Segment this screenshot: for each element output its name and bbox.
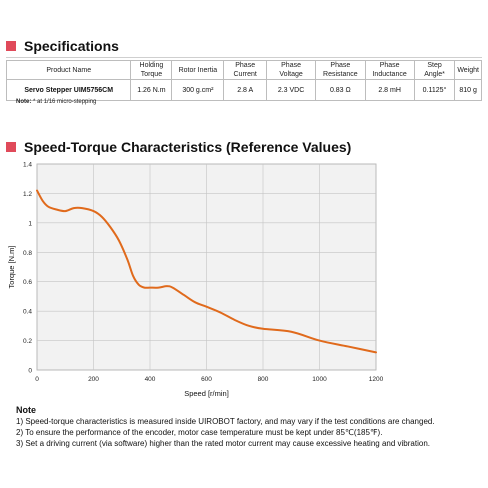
- note-item: 3) Set a driving current (via software) …: [16, 439, 430, 448]
- section-marker-icon: [6, 41, 16, 51]
- x-tick-label: 800: [258, 376, 269, 383]
- specifications-table: Product Name Holding Torque Rotor Inerti…: [5, 60, 482, 101]
- section-marker-icon: [6, 142, 16, 152]
- y-tick-label: 1.4: [23, 162, 32, 169]
- y-tick-label: 0.2: [23, 338, 32, 345]
- table-cell: Servo Stepper UIM5756CM: [5, 79, 132, 101]
- section-divider: [6, 57, 482, 58]
- note-item: 1) Speed-torque characteristics is measu…: [16, 417, 435, 426]
- table-cell: 2.3 VDC: [265, 79, 317, 101]
- table-cell: 0.83 Ω: [315, 79, 366, 101]
- col-header: Phase Resistance: [315, 60, 366, 80]
- col-header: Phase Current: [223, 60, 267, 80]
- notes-title: Note: [16, 405, 36, 415]
- x-axis-label: Speed [r/min]: [184, 389, 229, 398]
- x-tick-label: 200: [88, 376, 99, 383]
- note-item: 2) To ensure the performance of the enco…: [16, 428, 383, 437]
- table-cell: 2.8 A: [223, 79, 267, 101]
- col-header: Product Name: [5, 60, 132, 80]
- x-tick-label: 1000: [312, 376, 327, 383]
- x-tick-label: 0: [35, 376, 39, 383]
- table-cell: 810 g: [454, 79, 482, 101]
- speed-torque-title: Speed-Torque Characteristics (Reference …: [24, 139, 352, 155]
- table-header-row: Product Name Holding Torque Rotor Inerti…: [5, 60, 482, 80]
- notes-section: Note 1) Speed-torque characteristics is …: [16, 405, 435, 449]
- y-tick-label: 0.8: [23, 250, 32, 257]
- y-tick-label: 1: [28, 220, 32, 227]
- table-cell: 2.8 mH: [364, 79, 415, 101]
- col-header: Holding Torque: [130, 60, 173, 80]
- col-header: Phase Inductance: [364, 60, 415, 80]
- torque-series-line: [36, 189, 377, 354]
- col-header: Rotor Inertia: [171, 60, 225, 80]
- speed-torque-header: Speed-Torque Characteristics (Reference …: [6, 139, 351, 155]
- specifications-header: Specifications: [6, 38, 119, 54]
- y-tick-label: 0.6: [23, 279, 32, 286]
- table-cell: 1.26 N.m: [130, 79, 173, 101]
- y-axis-label: Torque [N.m]: [7, 246, 16, 289]
- table-cell: 300 g.cm²: [171, 79, 225, 101]
- specifications-title: Specifications: [24, 38, 119, 54]
- spec-footnote-text: * at 1/16 micro-stepping: [33, 99, 97, 105]
- spec-footnote: Note: * at 1/16 micro-stepping: [16, 99, 96, 105]
- col-header: Weight: [454, 60, 482, 80]
- table-row: Servo Stepper UIM5756CM 1.26 N.m 300 g.c…: [5, 79, 482, 101]
- x-tick-label: 600: [201, 376, 212, 383]
- col-header: Phase Voltage: [265, 60, 317, 80]
- spec-footnote-label: Note:: [16, 99, 32, 105]
- col-header: Step Angle*: [413, 60, 456, 80]
- x-tick-label: 1200: [369, 376, 384, 383]
- x-tick-label: 400: [145, 376, 156, 383]
- table-cell: 0.1125°: [413, 79, 456, 101]
- speed-torque-chart: 0 200 400 600 800 1000 1200 0 0.2 0.4 0.6 0.8 1 1.2 1.…: [7, 162, 384, 399]
- y-tick-label: 0: [28, 368, 32, 375]
- y-tick-label: 1.2: [23, 191, 32, 198]
- y-tick-label: 0.4: [23, 309, 32, 316]
